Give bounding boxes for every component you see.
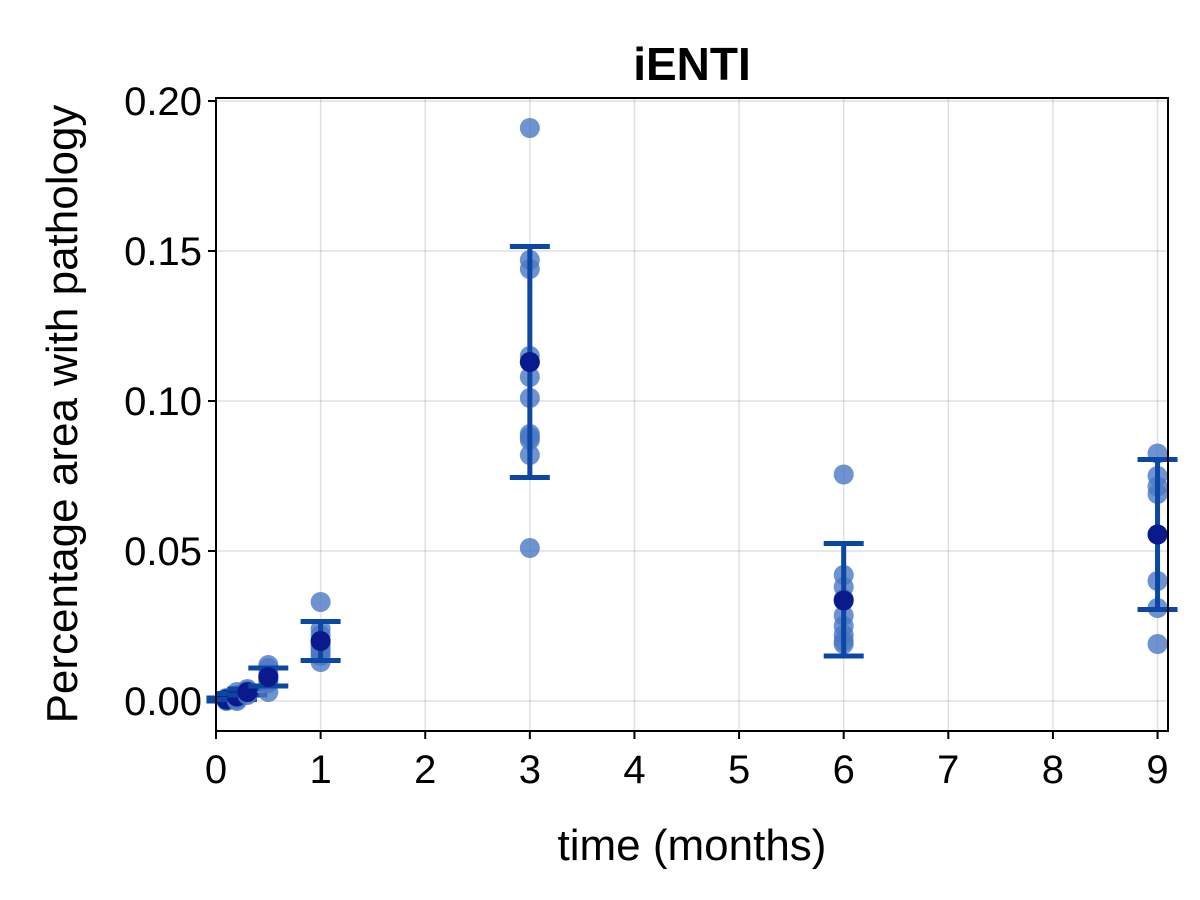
y-tick-label: 0.00	[124, 680, 202, 724]
mean-point	[833, 590, 854, 611]
data-point	[310, 592, 331, 612]
y-tick-label: 0.05	[124, 530, 202, 574]
mean-point	[1147, 524, 1168, 545]
x-tick-label: 7	[937, 748, 959, 792]
mean-point	[258, 667, 279, 687]
x-tick-label: 0	[205, 748, 227, 792]
grid-lines	[215, 98, 1168, 731]
x-tick-label: 4	[623, 748, 645, 792]
plot-frame	[215, 97, 1169, 732]
x-tick-label: 3	[519, 748, 541, 792]
data-point	[519, 538, 540, 558]
x-axis-label: time (months)	[558, 821, 827, 870]
x-tick-label: 8	[1042, 748, 1064, 792]
y-tick-label: 0.15	[124, 230, 202, 274]
data-point	[1147, 634, 1168, 654]
x-tick-label: 1	[309, 748, 331, 792]
x-tick-label: 9	[1146, 748, 1168, 792]
y-axis-label: Percentage area with pathology	[38, 105, 87, 724]
chart-title: iENTI	[633, 38, 751, 90]
axis-ticks: 0 1 2 3 4 5 6 7 8 9 0.00 0.05 0.10 0.15 0.20	[124, 80, 1169, 792]
data-marks	[206, 118, 1178, 711]
x-tick-label: 5	[728, 748, 750, 792]
mean-point	[310, 631, 331, 651]
x-tick-label: 6	[833, 748, 855, 792]
data-point	[833, 464, 854, 485]
y-tick-label: 0.20	[124, 80, 202, 124]
x-tick-label: 2	[414, 748, 436, 792]
mean-point	[519, 352, 540, 372]
y-tick-label: 0.10	[124, 380, 202, 424]
data-point	[519, 118, 540, 138]
